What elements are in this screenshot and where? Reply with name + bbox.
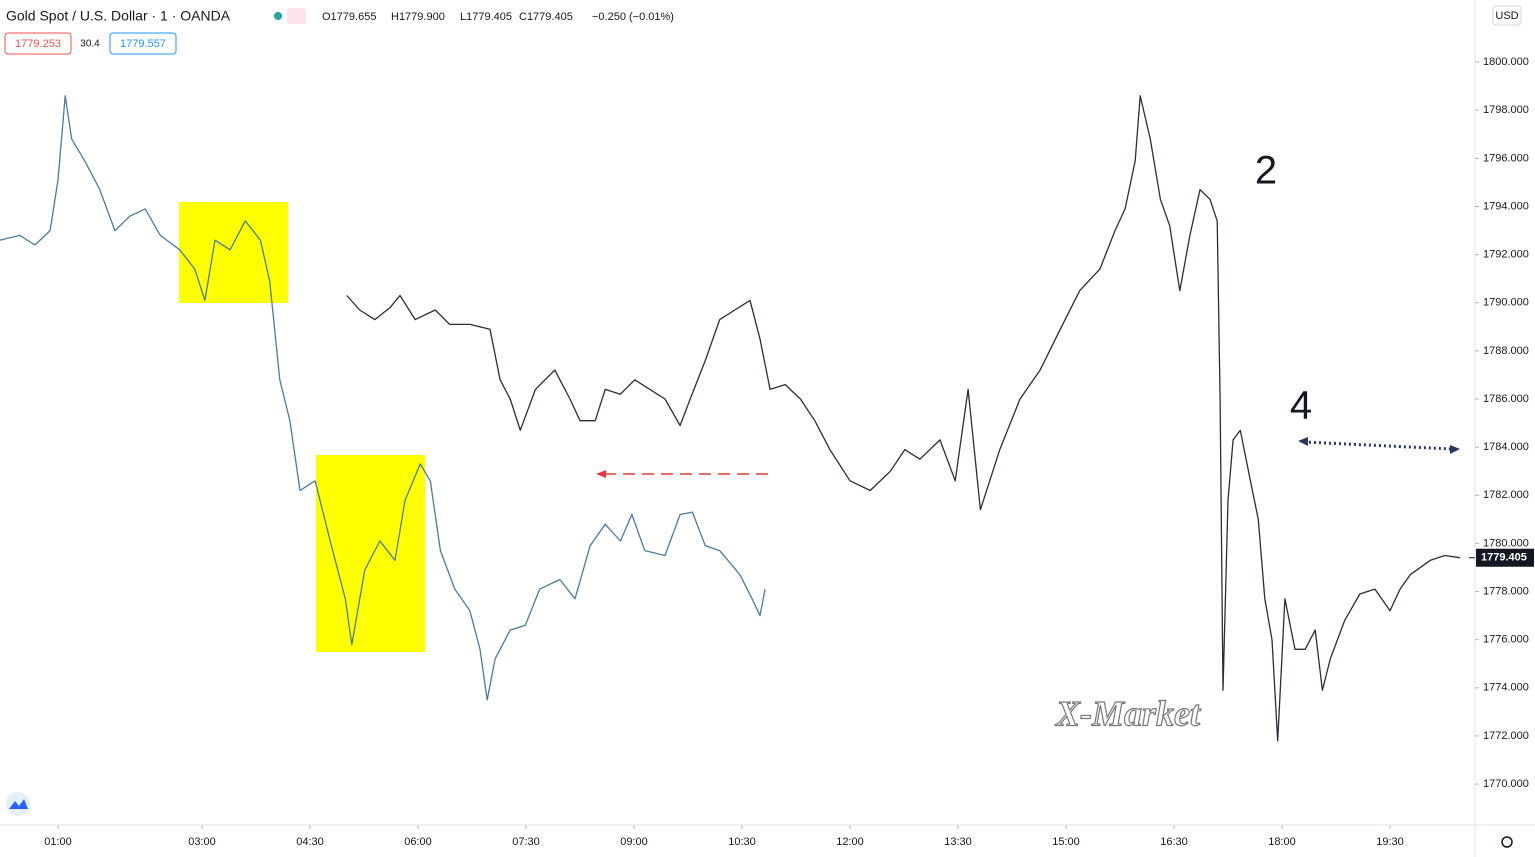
symbol: Gold Spot / U.S. Dollar · 1 · OANDA — [6, 8, 231, 24]
market-status — [274, 12, 282, 20]
price-line — [0, 95, 766, 701]
last-price-tag — [1476, 548, 1534, 567]
highlight-box — [179, 202, 288, 303]
y-tick-label: 1788.000 — [1483, 345, 1529, 357]
x-tick-label: 03:00 — [188, 836, 216, 848]
y-tick-label: 1780.000 — [1483, 537, 1529, 549]
price-line — [346, 95, 1460, 742]
currency[interactable]: USD — [1495, 10, 1518, 22]
x-tick-label: 19:30 — [1376, 836, 1404, 848]
y-tick-label: 1784.000 — [1483, 441, 1529, 453]
buy-price[interactable]: 1779.557 — [120, 38, 166, 50]
y-tick-label: 1798.000 — [1483, 104, 1529, 116]
settings[interactable] — [1501, 836, 1513, 848]
ohlc-close: C1779.405 — [519, 11, 573, 23]
ohlc-high: H1779.900 — [391, 11, 445, 23]
y-tick-label: 1790.000 — [1483, 297, 1529, 309]
sell-price[interactable]: 1779.253 — [15, 38, 61, 50]
x-tick-label: 16:30 — [1160, 836, 1188, 848]
data-status — [287, 8, 306, 24]
y-tick-label: 1796.000 — [1483, 152, 1529, 164]
y-tick-label: 1794.000 — [1483, 200, 1529, 212]
logo[interactable] — [6, 792, 30, 816]
ohlc-low: L1779.405 — [460, 11, 512, 23]
buy-button[interactable] — [109, 32, 177, 55]
plot — [0, 95, 1460, 742]
x-tick-label: 18:00 — [1268, 836, 1296, 848]
last-price-label: 1779.405 — [1481, 552, 1527, 564]
logo-mark — [9, 799, 28, 809]
x-tick-label: 06:00 — [404, 836, 432, 848]
highlight-box — [316, 455, 425, 652]
spread: 30.4 — [80, 39, 100, 50]
annotation: 4 — [1290, 384, 1312, 428]
x-tick-label: 07:30 — [512, 836, 540, 848]
watermark: X-Market — [1055, 693, 1201, 733]
currency-button[interactable] — [1492, 5, 1522, 26]
x-tick-label: 04:30 — [296, 836, 324, 848]
x-tick-label: 15:00 — [1052, 836, 1080, 848]
sell-button[interactable] — [4, 32, 72, 55]
y-tick-label: 1782.000 — [1483, 489, 1529, 501]
x-tick-label: 09:00 — [620, 836, 648, 848]
y-tick-label: 1786.000 — [1483, 393, 1529, 405]
x-tick-label: 10:30 — [728, 836, 756, 848]
annotation: 2 — [1255, 149, 1277, 193]
ohlc-change: −0.250 (−0.01%) — [592, 11, 674, 23]
x-tick-label: 13:30 — [944, 836, 972, 848]
y-tick-label: 1776.000 — [1483, 634, 1529, 646]
x-tick-label: 01:00 — [44, 836, 72, 848]
arrow-head — [596, 470, 606, 478]
ohlc-open: O1779.655 — [322, 11, 376, 23]
y-tick-label: 1770.000 — [1483, 778, 1529, 790]
x-tick-label: 12:00 — [836, 836, 864, 848]
y-tick-label: 1774.000 — [1483, 682, 1529, 694]
y-tick-label: 1800.000 — [1483, 56, 1529, 68]
y-tick-label: 1792.000 — [1483, 249, 1529, 261]
y-tick-label: 1778.000 — [1483, 585, 1529, 597]
y-tick-label: 1772.000 — [1483, 730, 1529, 742]
